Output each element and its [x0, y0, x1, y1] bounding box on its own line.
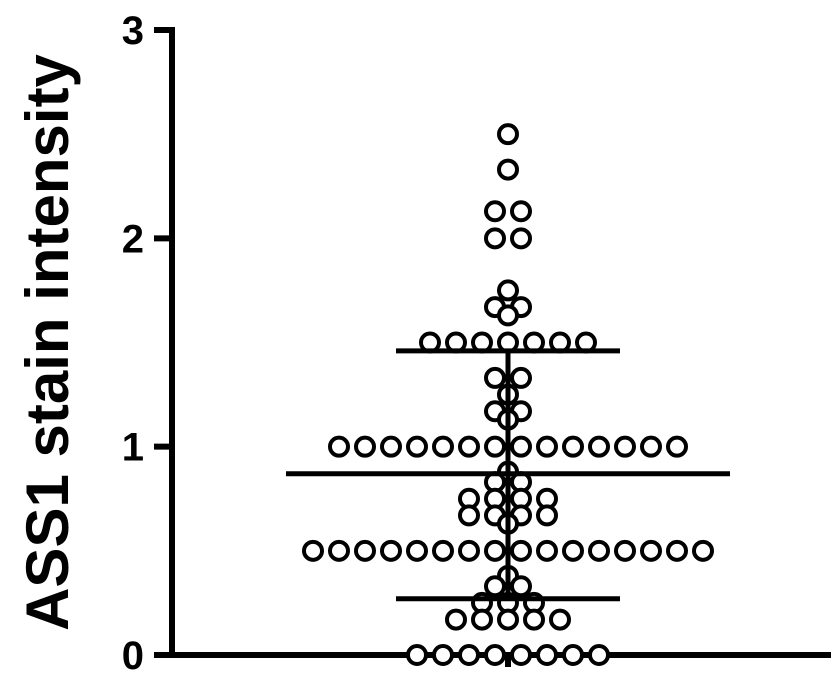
y-tick-label: 2: [122, 217, 144, 261]
y-tick-label: 1: [122, 426, 144, 470]
data-point: [380, 435, 402, 458]
data-point: [510, 435, 532, 458]
data-point: [510, 575, 532, 598]
data-point: [406, 435, 428, 458]
data-point: [432, 435, 454, 458]
y-axis: 0 1 2 3: [122, 9, 175, 675]
data-point: [484, 575, 506, 598]
data-point: [510, 200, 532, 223]
data-point: [692, 539, 714, 562]
data-point: [614, 435, 636, 458]
data-point: [458, 435, 480, 458]
data-point: [588, 435, 610, 458]
data-point: [484, 366, 506, 389]
data-point: [562, 435, 584, 458]
data-point: [510, 366, 532, 389]
data-point: [536, 435, 558, 458]
data-point: [497, 304, 519, 327]
data-point: [458, 539, 480, 562]
data-point: [458, 644, 480, 666]
data-point: [536, 539, 558, 562]
data-point: [497, 123, 519, 146]
y-tick-label: 3: [122, 9, 144, 53]
data-point: [484, 200, 506, 223]
data-point: [497, 158, 519, 181]
data-point: [562, 644, 584, 666]
data-point: [640, 435, 662, 458]
data-point: [471, 608, 493, 631]
data-point: [354, 539, 376, 562]
data-point: [510, 227, 532, 250]
mean-sd-bars: [286, 348, 730, 602]
data-point: [484, 539, 506, 562]
data-point: [484, 644, 506, 666]
data-point: [484, 227, 506, 250]
data-point: [445, 608, 467, 631]
data-point: [549, 608, 571, 631]
y-tick-label: 0: [122, 634, 144, 675]
data-point: [354, 435, 376, 458]
data-point: [510, 644, 532, 666]
data-point: [328, 539, 350, 562]
data-point: [510, 539, 532, 562]
data-point: [536, 644, 558, 666]
data-point: [432, 644, 454, 666]
data-point: [588, 539, 610, 562]
y-axis-title: ASS1 stain intensity: [14, 53, 81, 630]
data-point: [614, 539, 636, 562]
data-point: [497, 279, 519, 302]
data-point: [497, 608, 519, 631]
data-point: [328, 435, 350, 458]
data-point: [640, 539, 662, 562]
data-point: [588, 644, 610, 666]
data-point: [562, 539, 584, 562]
data-point: [380, 539, 402, 562]
data-point: [302, 539, 324, 562]
data-point: [406, 644, 428, 666]
data-point: [484, 435, 506, 458]
data-point: [432, 539, 454, 562]
data-point: [536, 504, 558, 527]
data-point: [406, 539, 428, 562]
data-point: [666, 435, 688, 458]
data-point: [458, 504, 480, 527]
data-point: [666, 539, 688, 562]
data-point: [523, 608, 545, 631]
